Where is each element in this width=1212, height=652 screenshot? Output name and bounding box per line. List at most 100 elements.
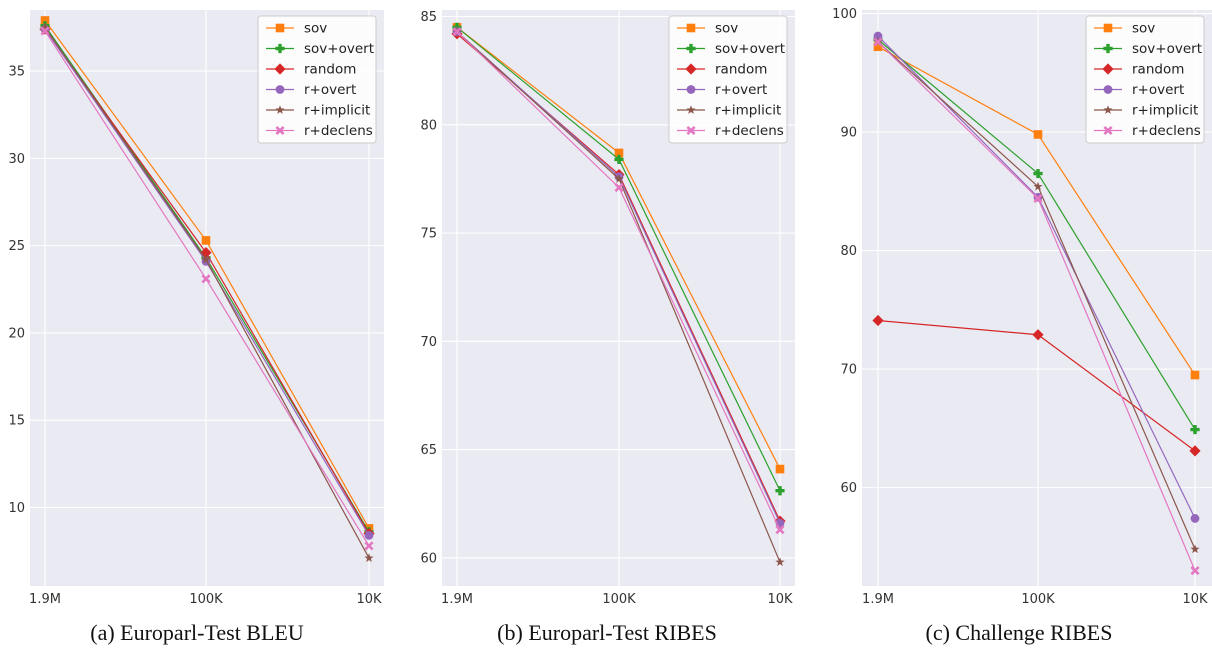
y-tick-label: 25 (8, 239, 25, 254)
y-tick-label: 15 (8, 414, 25, 429)
legend-entry: sov (266, 21, 327, 37)
data-point (775, 525, 785, 535)
legend-label: r+implicit (304, 103, 370, 119)
legend-label: r+declens (1132, 123, 1201, 139)
legend-label: sov (1132, 21, 1155, 37)
x-tick-label: 1.9M (862, 592, 894, 607)
data-point (40, 16, 50, 25)
x-tick-label: 100K (602, 592, 636, 607)
x-tick-label: 1.9M (441, 592, 473, 607)
y-tick-label: 90 (840, 126, 857, 141)
panel-europarl-bleu: (a) Europarl-Test BLEU 10 15 20 25 30 35 1.9M 1… (8, 10, 384, 645)
legend-marker (1103, 125, 1113, 136)
series-r-declens (452, 27, 785, 535)
x-tick-label: 10K (767, 592, 793, 607)
legend-label: r+implicit (1132, 103, 1198, 119)
data-point (614, 183, 624, 193)
legend-europarl-bleu: sov sov+overt random r+overt r+implicit r+dec… (257, 15, 377, 144)
data-point (452, 27, 462, 37)
data-point (1190, 566, 1200, 576)
legend-entry: r+overt (266, 82, 356, 98)
data-point (1033, 168, 1043, 179)
data-point (1189, 445, 1201, 457)
legend-marker (686, 23, 696, 33)
legend-label: r+declens (715, 123, 784, 139)
legend-box (257, 15, 377, 144)
data-point (201, 254, 211, 264)
legend-entry: r+declens (1094, 123, 1201, 139)
series-r-declens (873, 37, 1200, 576)
caption-challenge-ribes: (c) Challenge RIBES (926, 620, 1113, 645)
legend-label: r+overt (304, 82, 356, 98)
x-tick-label: 100K (189, 592, 223, 607)
legend-entry: r+implicit (1094, 103, 1198, 119)
legend-marker (274, 63, 286, 75)
series-r-implicit (40, 22, 374, 562)
data-point (201, 236, 211, 245)
legend-entry: random (677, 62, 767, 78)
y-tick-label: 100 (832, 7, 857, 22)
legend-label: sov (304, 21, 327, 37)
y-tick-label: 70 (840, 363, 857, 378)
legend-box (668, 15, 788, 144)
legend-entry: random (1094, 62, 1184, 78)
legend-marker (686, 105, 696, 114)
y-tick-label: 75 (420, 227, 437, 242)
legend-entry: sov+overt (266, 41, 374, 57)
legend-marker (275, 85, 285, 94)
legend-marker (686, 85, 696, 94)
legend-box (1085, 15, 1205, 144)
y-tick-label: 10 (8, 501, 25, 516)
x-tick-label: 10K (356, 592, 382, 607)
legend-label: r+declens (304, 123, 373, 139)
legend-marker (1103, 85, 1113, 94)
legend-label: r+overt (1132, 82, 1184, 98)
data-point (614, 174, 624, 183)
legend-marker (275, 43, 285, 54)
data-point (1190, 370, 1200, 380)
y-tick-label: 80 (840, 244, 857, 259)
legend-label: r+overt (715, 82, 767, 98)
legend-entry: r+declens (266, 123, 373, 139)
data-point (872, 314, 884, 327)
data-point (1033, 130, 1043, 139)
legend-label: r+implicit (715, 103, 781, 119)
legend-entry: sov+overt (677, 41, 785, 57)
legend-label: sov+overt (715, 41, 785, 57)
legend-label: random (304, 62, 356, 78)
y-tick-label: 85 (420, 10, 437, 25)
data-point (40, 26, 50, 36)
legend-marker (1102, 63, 1114, 75)
panel-europarl-ribes: (b) Europarl-Test RIBES 60 65 70 75 80 85 1.9M… (420, 10, 795, 645)
data-point (364, 541, 374, 551)
data-point (1190, 544, 1200, 554)
y-tick-label: 30 (8, 152, 25, 167)
x-tick-label: 100K (1021, 592, 1055, 607)
legend-label: sov+overt (304, 41, 374, 57)
legend-entry: r+overt (1094, 82, 1184, 98)
legend-marker (275, 105, 285, 114)
y-tick-label: 65 (420, 443, 437, 458)
legend-marker (1103, 43, 1113, 54)
series-r-declens (40, 26, 374, 551)
legend-europarl-ribes: sov sov+overt random r+overt r+implicit r+dec… (668, 15, 788, 144)
data-point (364, 530, 374, 540)
legend-entry: sov (677, 21, 738, 37)
legend-entry: r+implicit (677, 103, 781, 119)
caption-europarl-ribes: (b) Europarl-Test RIBES (497, 620, 717, 645)
data-point (364, 553, 374, 562)
legend-entry: r+implicit (266, 103, 370, 119)
legend-marker (686, 125, 696, 136)
data-point (40, 22, 50, 32)
legend-entry: r+overt (677, 82, 767, 98)
legend-marker (1103, 105, 1113, 114)
legend-label: sov (715, 21, 738, 37)
x-tick-label: 1.9M (29, 592, 61, 607)
panel-challenge-ribes: (c) Challenge RIBES 60 70 80 90 100 1.9M 100K 1… (832, 7, 1212, 645)
y-tick-label: 60 (420, 551, 437, 566)
data-point (614, 148, 624, 158)
legend-marker (686, 43, 696, 54)
data-point (614, 154, 624, 165)
legend-challenge-ribes: sov sov+overt random r+overt r+implicit r+dec… (1085, 15, 1205, 144)
legend-entry: random (266, 62, 356, 78)
